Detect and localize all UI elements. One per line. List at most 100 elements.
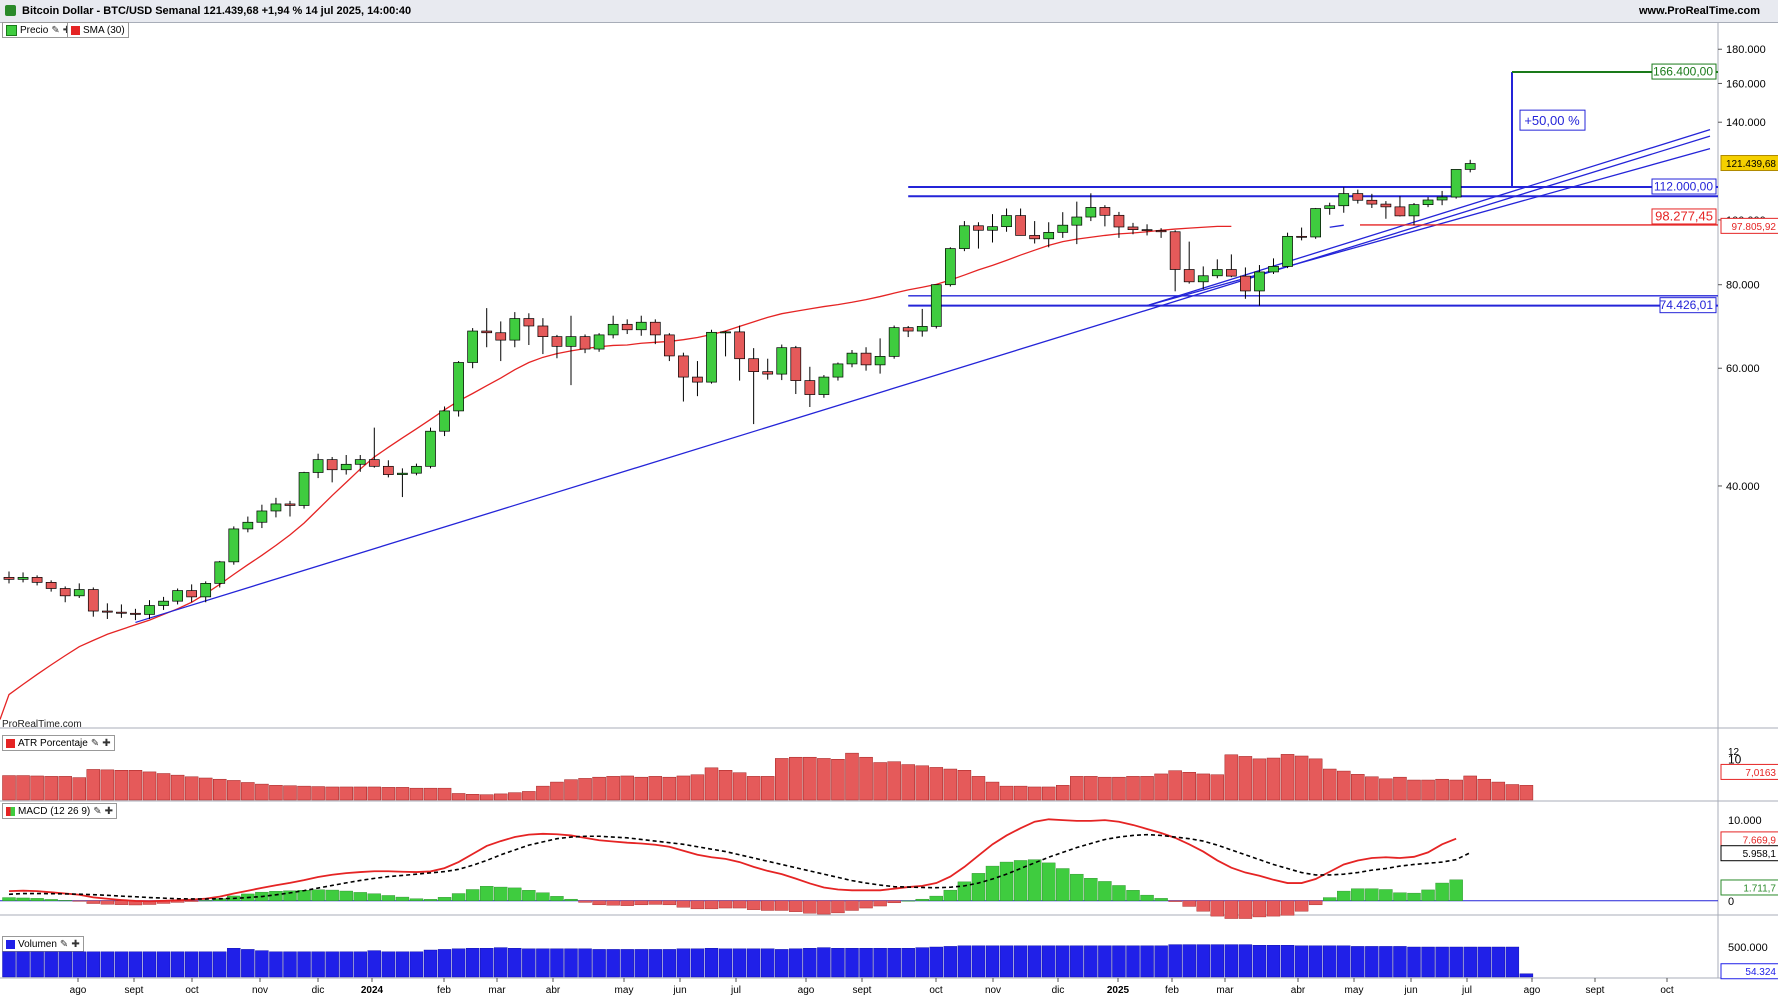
macd-histogram-bar — [1098, 881, 1112, 901]
wrench-icon[interactable]: ✎ — [59, 938, 69, 950]
legend-volume[interactable]: Volumen ✎ ✚ — [2, 936, 84, 952]
candle — [621, 319, 633, 335]
volume-bar — [1238, 944, 1253, 978]
candle — [1352, 189, 1364, 204]
candle-body — [1071, 216, 1083, 226]
legend-price[interactable]: Precio ✎ ✚ — [2, 22, 76, 38]
candle — [692, 361, 703, 397]
wrench-icon[interactable]: ✎ — [51, 24, 60, 36]
candle-body — [284, 503, 296, 506]
macd-histogram-bar — [367, 893, 381, 901]
atr-bar — [353, 786, 367, 801]
macd-tick-label: 10.000 — [1728, 815, 1762, 827]
plus-icon[interactable]: ✚ — [104, 805, 114, 817]
volume-bar — [1407, 946, 1421, 978]
macd-histogram-bar — [1196, 900, 1210, 912]
volume-bar — [1154, 945, 1168, 978]
macd-histogram-bar — [971, 873, 986, 901]
candle — [720, 331, 731, 357]
volume-bar — [606, 949, 620, 978]
volume-bar — [999, 945, 1014, 978]
legend-sma[interactable]: SMA (30) — [67, 22, 129, 38]
wrench-icon[interactable]: ✎ — [93, 805, 102, 817]
legend-price-label: Precio — [20, 24, 49, 36]
price-tick-label: 140.000 — [1726, 117, 1766, 129]
candle — [663, 333, 675, 362]
atr-bar — [915, 765, 929, 801]
candle-body — [1422, 199, 1434, 205]
atr-bar — [142, 771, 157, 801]
candle — [17, 572, 29, 583]
wrench-icon[interactable]: ✎ — [90, 737, 100, 749]
candle — [481, 308, 493, 348]
candle — [944, 247, 956, 287]
short-trendline-stub — [1329, 224, 1344, 228]
atr-bar — [494, 793, 508, 801]
candle — [1043, 222, 1055, 248]
candle — [678, 352, 689, 402]
atr-bar — [775, 758, 789, 801]
candle — [411, 463, 422, 476]
macd-histogram-bar — [662, 900, 677, 906]
candle — [73, 583, 85, 598]
macd-histogram-bar — [494, 886, 508, 901]
atr-bar — [999, 785, 1014, 801]
candle — [523, 313, 535, 345]
plus-icon[interactable]: ✚ — [63, 25, 71, 36]
volume-bar — [564, 948, 578, 978]
x-axis-label: may — [1345, 985, 1364, 996]
site-link[interactable]: www.ProRealTime.com — [1638, 5, 1760, 17]
macd-histogram-bar — [564, 898, 578, 901]
candle — [130, 608, 141, 621]
volume-bar — [690, 948, 705, 978]
volume-bar — [1182, 944, 1196, 978]
atr-last-label-box — [1720, 763, 1778, 780]
atr-bar — [606, 776, 620, 801]
plus-icon[interactable]: ✚ — [102, 737, 111, 749]
candle-body — [621, 323, 633, 331]
macd-histogram-bar — [887, 900, 901, 904]
candle-body — [944, 248, 956, 286]
volume-bar — [1196, 944, 1210, 978]
candle-body — [1310, 208, 1322, 238]
candle — [551, 334, 563, 359]
atr-bar — [957, 770, 972, 801]
candle-body — [256, 510, 268, 523]
volume-bar — [1308, 945, 1323, 978]
volume-bar — [114, 951, 129, 978]
atr-bar — [803, 756, 817, 801]
x-axis-label: jul — [1461, 985, 1472, 996]
volume-bar — [985, 945, 1000, 978]
atr-bar — [367, 786, 382, 801]
atr-bar — [1140, 776, 1154, 801]
atr-bar — [1224, 754, 1239, 801]
macd-histogram-bar — [1027, 859, 1042, 901]
macd-histogram-bar — [957, 881, 972, 901]
legend-macd[interactable]: MACD (12 26 9) ✎ ✚ — [2, 803, 118, 819]
candle-body — [144, 605, 155, 615]
plus-icon[interactable]: ✚ — [71, 938, 80, 950]
candle-body — [1085, 207, 1097, 218]
sma-value-label-box — [1720, 217, 1778, 234]
volume-bar — [1140, 945, 1154, 978]
annotation-label: +50,00 % — [1524, 113, 1580, 128]
candle-body — [1338, 193, 1350, 207]
candle — [565, 315, 577, 386]
macd-histogram-bar — [1056, 868, 1070, 901]
x-axis-label: oct — [1660, 985, 1674, 996]
macd-histogram-bar — [732, 900, 747, 909]
candle-body — [383, 465, 394, 475]
macd-signal-last-label-box — [1720, 845, 1778, 862]
macd-histogram-bar — [648, 900, 662, 905]
last-price-label: 121.439,68 — [1726, 159, 1776, 170]
atr-bar — [2, 775, 16, 801]
sma-value-label: 97.805,92 — [1732, 222, 1777, 233]
candle-body — [1268, 266, 1279, 273]
atr-bar — [1210, 774, 1225, 801]
atr-bar — [620, 775, 634, 801]
volume-bar — [817, 947, 831, 978]
legend-atr[interactable]: ATR Porcentaje ✎ ✚ — [2, 735, 115, 751]
volume-bar — [100, 951, 115, 978]
candle-body — [1141, 229, 1153, 232]
